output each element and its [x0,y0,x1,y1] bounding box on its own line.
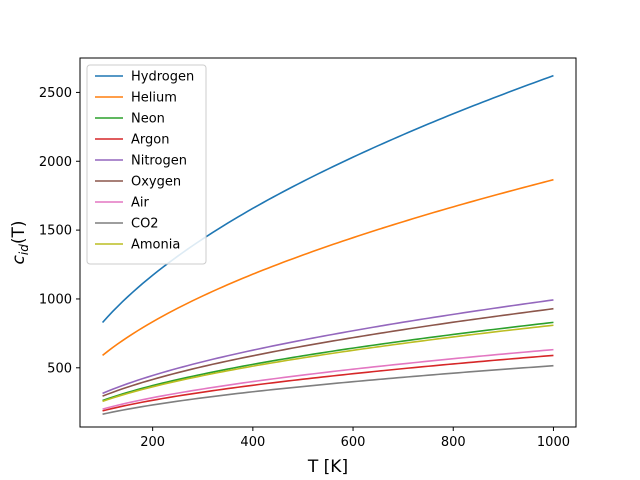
y-axis-label-main: c [9,254,29,264]
legend-entry-neon: Neon [95,112,165,127]
legend-label: Oxygen [131,175,181,190]
x-tick-label: 600 [341,435,366,450]
x-tick-label: 1000 [537,435,570,450]
series-line-argon [102,354,554,412]
series-line-neon [102,321,554,402]
x-tick-label: 200 [140,435,165,450]
legend-entry-oxygen: Oxygen [95,175,181,190]
y-axis-label-subscript: id [17,244,31,255]
series-line-nitrogen [102,299,554,395]
legend-label: Air [131,196,150,211]
legend-label: Nitrogen [131,154,187,169]
x-tick-label: 400 [240,435,265,450]
legend-entry-co2: CO2 [95,217,159,232]
x-axis-label: T [K] [307,457,348,477]
legend-entry-argon: Argon [95,133,169,148]
legend-label: Amonia [131,238,180,253]
y-tick-label: 2500 [39,86,72,101]
legend-label: Helium [131,91,177,106]
legend-label: Neon [131,112,165,127]
y-axis-ticks: 500 1000 1500 2000 2500 [39,86,80,376]
plot-area-frame [79,57,577,428]
series-line-air [102,348,554,410]
legend-label: CO2 [131,217,159,232]
legend-label: Hydrogen [131,70,194,85]
y-tick-label: 1000 [39,292,72,307]
series-line-helium [102,178,554,357]
y-tick-label: 2000 [39,155,72,170]
legend-label: Argon [131,133,169,148]
legend-entry-helium: Helium [95,91,177,106]
y-axis-label-suffix: (T) [9,221,29,245]
y-tick-label: 1500 [39,224,72,239]
series-line-oxygen [102,307,554,397]
legend-box [86,64,207,265]
series-line-co2 [102,364,554,415]
x-tick-label: 800 [441,435,466,450]
legend-entry-air: Air [95,196,150,211]
legend-entry-hydrogen: Hydrogen [95,70,194,85]
legend: Hydrogen Helium Neon Argon Nitrogen Oxygen Air… [86,64,207,265]
x-axis-ticks: 200 400 600 800 1000 [140,427,570,450]
series-line-amonia [102,324,554,403]
legend-entry-amonia: Amonia [95,238,180,253]
y-axis-label: cid(T) [9,221,31,265]
legend-entry-nitrogen: Nitrogen [95,154,187,169]
y-tick-label: 500 [47,361,72,376]
